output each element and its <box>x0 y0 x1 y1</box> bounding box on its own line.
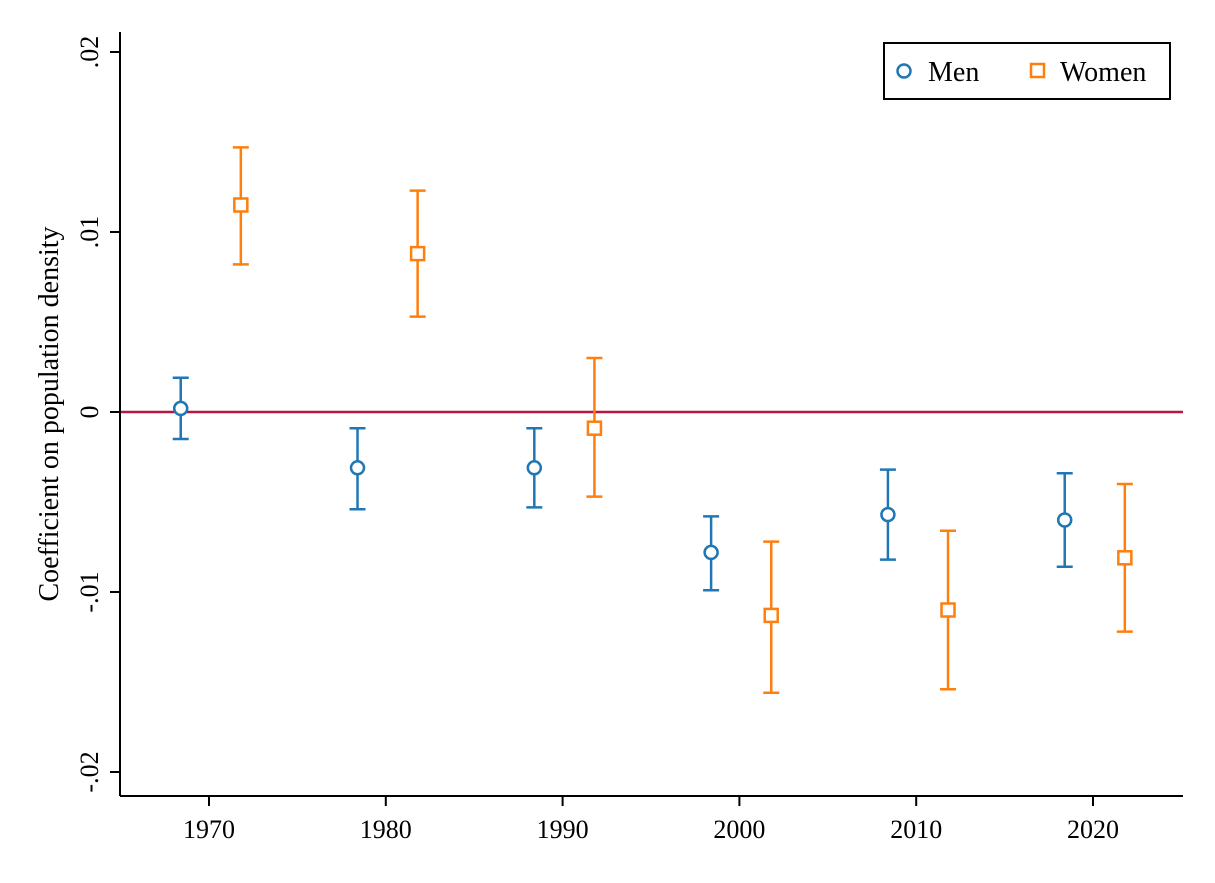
data-point-square <box>940 602 956 618</box>
x-tick-label: 2000 <box>713 815 765 844</box>
x-ticks: 1970 1980 1990 2000 2010 2020 <box>183 796 1119 844</box>
legend-box <box>883 42 1171 100</box>
data-point-circle <box>1056 512 1073 528</box>
data-point-square <box>233 197 249 213</box>
series-men <box>172 376 1073 592</box>
x-tick-label: 1980 <box>360 815 412 844</box>
data-point-square <box>409 245 426 262</box>
legend-women-marker <box>1029 62 1046 79</box>
y-tick-label: .01 <box>75 216 104 249</box>
x-tick-label: 1970 <box>183 815 235 844</box>
data-point-circle <box>172 400 189 417</box>
legend-men-label: Men <box>928 57 979 88</box>
y-ticks: -.02 -.01 0 .01 .02 <box>75 36 120 793</box>
y-tick-label: -.02 <box>75 751 104 792</box>
y-tick-label: 0 <box>75 406 104 419</box>
data-point-square <box>763 607 779 624</box>
series-layer <box>172 146 1133 695</box>
legend-men-marker <box>896 63 912 79</box>
data-point-square <box>1117 550 1133 566</box>
data-point-circle <box>349 460 366 476</box>
x-tick-label: 2020 <box>1067 815 1119 844</box>
legend-women-label: Women <box>1060 57 1146 88</box>
series-women <box>232 146 1133 695</box>
y-tick-label: .02 <box>75 36 104 69</box>
x-tick-label: 1990 <box>537 815 589 844</box>
data-point-square <box>586 420 603 436</box>
data-point-circle <box>703 544 719 561</box>
x-tick-label: 2010 <box>890 815 942 844</box>
data-point-circle <box>526 460 543 476</box>
y-axis-title: Coefficient on population density <box>34 226 65 601</box>
y-tick-label: -.01 <box>75 571 104 612</box>
data-point-circle <box>880 506 896 523</box>
legend: Men Women <box>883 42 1171 100</box>
